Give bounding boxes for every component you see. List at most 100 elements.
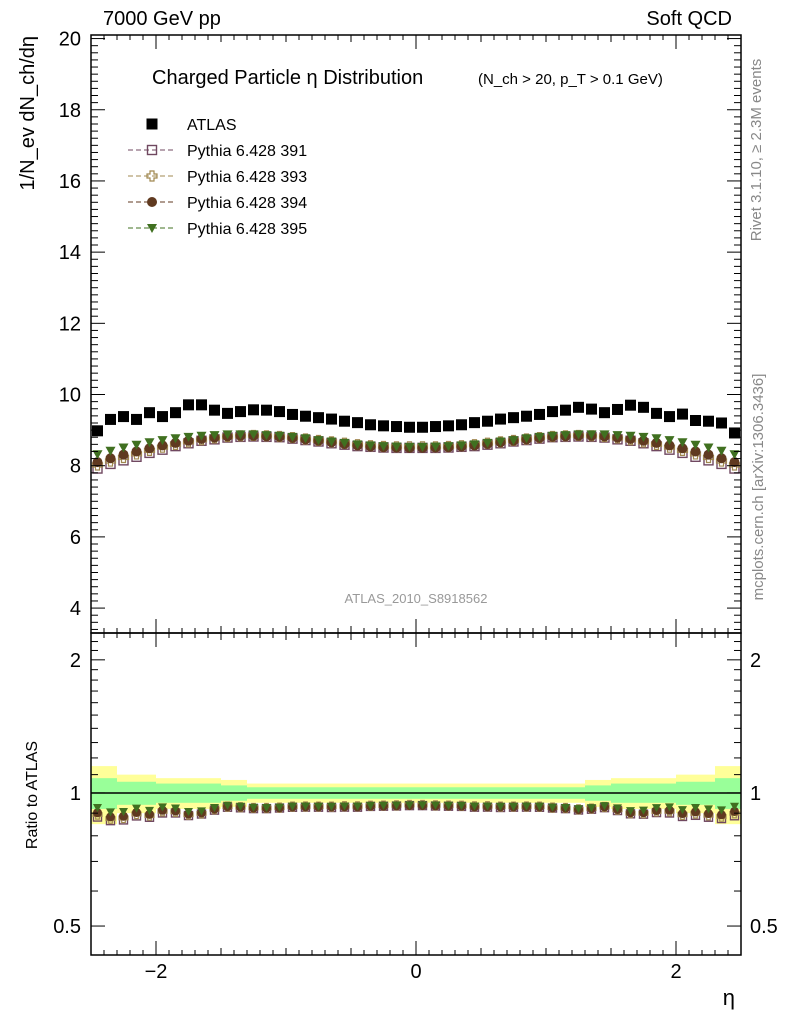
data-point-pythia-6-428-395	[365, 441, 376, 451]
data-point-atlas	[430, 421, 441, 433]
ratio-point-pythia-6-428-395	[691, 803, 700, 813]
data-point-pythia-6-428-395	[443, 442, 454, 452]
data-point-pythia-6-428-395	[248, 430, 259, 440]
data-point-atlas	[339, 415, 350, 427]
ratio-point-pythia-6-428-395	[314, 802, 323, 811]
data-point-pythia-6-428-395	[274, 431, 285, 441]
data-point-atlas	[170, 407, 181, 419]
data-point-pythia-6-428-395	[131, 440, 142, 450]
data-point-pythia-6-428-395	[651, 434, 662, 444]
data-point-pythia-6-428-395	[170, 434, 181, 444]
data-point-pythia-6-428-395	[326, 437, 337, 447]
ratio-tick-label-left: 1	[70, 783, 81, 805]
data-point-atlas	[534, 408, 545, 420]
ratio-point-pythia-6-428-395	[184, 808, 193, 817]
data-point-atlas	[131, 413, 142, 425]
data-point-atlas	[495, 413, 506, 425]
data-point-pythia-6-428-395	[209, 431, 220, 441]
data-point-atlas	[118, 411, 129, 423]
ratio-point-pythia-6-428-395	[535, 802, 544, 811]
ratio-point-pythia-6-428-395	[223, 801, 232, 810]
data-point-pythia-6-428-395	[144, 438, 155, 448]
header-left: 7000 GeV pp	[103, 8, 221, 30]
ratio-tick-label-left: 0.5	[53, 916, 81, 938]
ratio-point-pythia-6-428-395	[249, 803, 258, 812]
ratio-point-pythia-6-428-395	[548, 803, 557, 812]
data-point-pythia-6-428-395	[183, 432, 194, 442]
legend-marker	[146, 170, 158, 182]
ratio-point-pythia-6-428-395	[561, 803, 570, 813]
data-point-atlas	[612, 403, 623, 415]
legend-marker	[146, 118, 158, 130]
ratio-point-pythia-6-428-395	[587, 804, 596, 813]
data-point-atlas	[417, 421, 428, 433]
y-tick-label: 12	[59, 313, 81, 335]
x-tick-label: 0	[410, 961, 421, 983]
data-point-pythia-6-428-395	[638, 432, 649, 442]
ratio-point-pythia-6-428-395	[93, 803, 102, 813]
y-tick-label: 6	[70, 527, 81, 549]
ratio-point-pythia-6-428-395	[119, 808, 128, 817]
legend-marker	[147, 224, 157, 233]
data-point-pythia-6-428-395	[677, 438, 688, 448]
y-tick-label: 4	[70, 598, 81, 620]
data-point-pythia-6-428-394	[118, 449, 129, 460]
data-point-pythia-6-428-394	[729, 457, 740, 468]
data-point-atlas	[144, 407, 155, 419]
data-point-atlas	[664, 411, 675, 423]
data-point-atlas	[352, 417, 363, 429]
data-point-pythia-6-428-395	[300, 434, 311, 444]
data-point-pythia-6-428-395	[456, 441, 467, 451]
data-point-atlas	[729, 427, 740, 439]
data-point-pythia-6-428-395	[157, 436, 168, 446]
data-point-atlas	[287, 408, 298, 420]
data-point-atlas	[274, 406, 285, 418]
ratio-point-pythia-6-428-395	[262, 803, 271, 813]
ratio-tick-label-right: 1	[750, 783, 761, 805]
ratio-point-pythia-6-428-395	[418, 801, 427, 810]
data-point-atlas	[456, 419, 467, 431]
data-point-pythia-6-428-395	[625, 431, 636, 441]
ratio-point-pythia-6-428-395	[210, 803, 219, 813]
ratio-point-pythia-6-428-395	[457, 801, 466, 811]
chart-subtitle: (N_ch > 20, p_T > 0.1 GeV)	[478, 71, 663, 88]
ratio-point-pythia-6-428-395	[197, 807, 206, 816]
ratio-point-pythia-6-428-395	[405, 801, 414, 810]
x-tick-label: 2	[670, 961, 681, 983]
legend-label: ATLAS	[187, 117, 237, 134]
data-point-pythia-6-428-394	[144, 443, 155, 454]
data-point-atlas	[391, 421, 402, 433]
data-point-pythia-6-428-394	[677, 443, 688, 454]
ratio-point-pythia-6-428-395	[730, 802, 739, 811]
data-point-pythia-6-428-395	[586, 430, 597, 440]
y-tick-label: 16	[59, 171, 81, 193]
ratio-axis-label: Ratio to ATLAS	[24, 741, 41, 849]
x-axis-label: η	[723, 985, 735, 1010]
data-point-pythia-6-428-395	[729, 450, 740, 460]
data-point-atlas	[300, 410, 311, 422]
ratio-point-pythia-6-428-395	[509, 802, 518, 811]
data-point-pythia-6-428-395	[508, 436, 519, 446]
ratio-point-pythia-6-428-394	[730, 806, 739, 816]
data-point-atlas	[703, 415, 714, 427]
ratio-point-pythia-6-428-395	[639, 806, 648, 815]
ratio-point-pythia-6-428-395	[704, 805, 713, 814]
data-point-atlas	[443, 420, 454, 432]
data-point-pythia-6-428-395	[235, 430, 246, 440]
data-point-pythia-6-428-395	[573, 430, 584, 440]
data-point-pythia-6-428-395	[196, 431, 207, 441]
data-point-pythia-6-428-395	[599, 430, 610, 440]
ratio-point-pythia-6-428-395	[327, 802, 336, 811]
data-point-pythia-6-428-395	[534, 432, 545, 442]
ratio-point-pythia-6-428-395	[613, 804, 622, 813]
ratio-point-pythia-6-428-395	[600, 802, 609, 811]
data-point-atlas	[547, 406, 558, 418]
data-point-pythia-6-428-395	[391, 442, 402, 452]
data-point-pythia-6-428-394	[703, 449, 714, 460]
ratio-point-pythia-6-428-395	[392, 801, 401, 810]
data-point-pythia-6-428-395	[521, 434, 532, 444]
ratio-point-pythia-6-428-395	[379, 801, 388, 810]
ratio-point-pythia-6-428-395	[431, 801, 440, 810]
ratio-point-pythia-6-428-395	[366, 801, 375, 811]
rivet-version-label: Rivet 3.1.10, ≥ 2.3M events	[748, 59, 765, 242]
